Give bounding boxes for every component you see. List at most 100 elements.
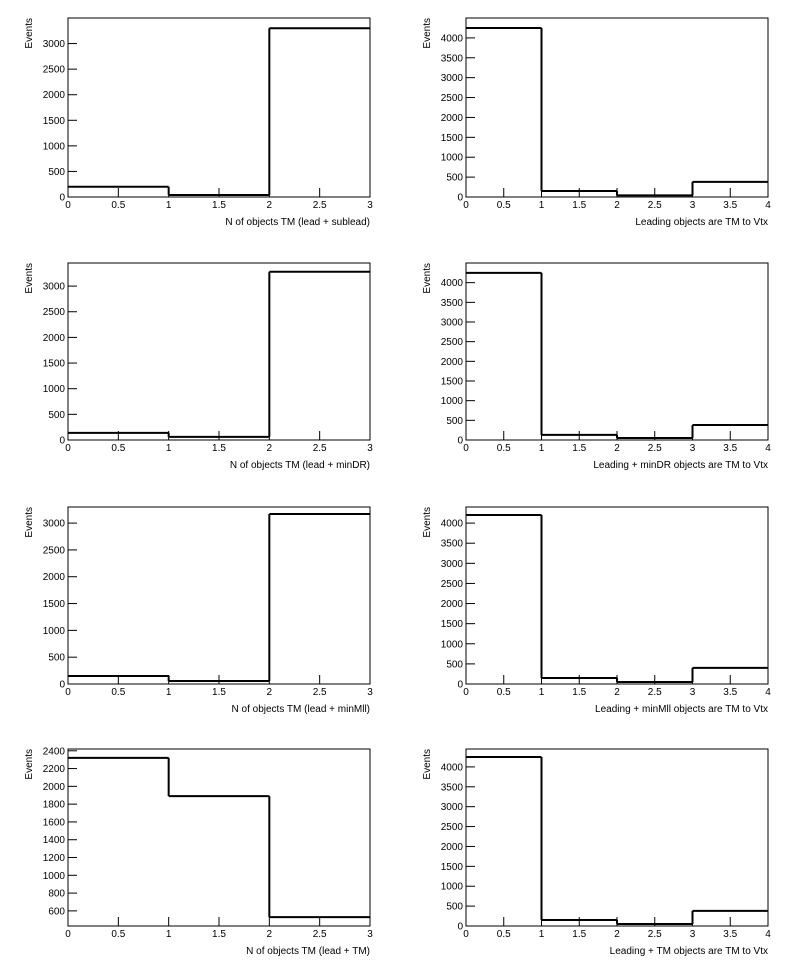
- x-tick-label: 0: [65, 443, 71, 454]
- y-tick-label: 3500: [441, 298, 464, 309]
- y-tick-label: 2000: [43, 782, 66, 793]
- x-tick-label: 0.5: [497, 200, 511, 211]
- x-tick-label: 0: [463, 443, 469, 454]
- x-tick-label: 2: [267, 929, 273, 940]
- histogram-panel: 0 0.5 1 1.5 2 2.5 3 0 500 1000 1500 2000 2500 3000 N o…: [24, 17, 373, 228]
- frame: [67, 506, 371, 685]
- y-tick-label: 2500: [43, 65, 66, 76]
- plot-area: [466, 271, 768, 440]
- plot-area: [466, 514, 768, 683]
- histogram-panel: 0 0.5 1 1.5 2 2.5 3 0 500 1000 1500 2000 2500 3000 N o…: [24, 506, 373, 715]
- x-tick-label: 1: [166, 687, 172, 698]
- x-tick-label: 3: [690, 443, 696, 454]
- x-tick-label: 0.5: [497, 687, 511, 698]
- y-tick-label: 1200: [43, 853, 66, 864]
- y-tick-label: 4000: [441, 278, 464, 289]
- y-tick-label: 3000: [441, 73, 464, 84]
- y-tick-label: 2000: [43, 572, 66, 583]
- y-tick-label: 2500: [43, 545, 66, 556]
- y-tick-label: 2400: [43, 746, 66, 757]
- x-tick-label: 0.5: [111, 687, 125, 698]
- y-tick-label: 2500: [441, 337, 464, 348]
- y-tick-label: 500: [446, 902, 463, 913]
- x-tick-label: 4: [765, 200, 771, 211]
- x-tick-label: 1.5: [572, 200, 586, 211]
- x-tick-label: 2: [614, 443, 620, 454]
- y-tick-label: 500: [48, 653, 65, 664]
- x-tick-label: 3.5: [723, 929, 737, 940]
- y-tick-label: 3500: [441, 782, 464, 793]
- frame: [67, 262, 371, 441]
- y-tick-label: 4000: [441, 33, 464, 44]
- y-tick-label: 2500: [441, 579, 464, 590]
- x-tick-label: 2.5: [648, 929, 662, 940]
- x-tick-label: 0.5: [497, 443, 511, 454]
- y-tick-label: 1000: [441, 639, 464, 650]
- histogram-panel: 0 0.5 1 1.5 2 2.5 3 3.5 4 0 500 1000 1500 2000 2500 300…: [422, 262, 771, 471]
- x-tick-label: 1: [166, 200, 172, 211]
- x-tick-label: 1.5: [572, 929, 586, 940]
- y-tick-label: 3000: [43, 519, 66, 530]
- x-tick-label: 1.5: [572, 443, 586, 454]
- y-tick-label: 2500: [441, 822, 464, 833]
- x-tick-label: 2.5: [313, 200, 327, 211]
- y-tick-label: 1500: [441, 133, 464, 144]
- y-axis-label: Events: [422, 507, 433, 538]
- y-tick-label: 2500: [441, 93, 464, 104]
- frame: [67, 17, 371, 198]
- plot-area: [466, 755, 768, 926]
- x-tick-label: 0: [463, 929, 469, 940]
- x-tick-label: 3.5: [723, 443, 737, 454]
- y-tick-label: 1500: [441, 619, 464, 630]
- y-tick-label: 1500: [43, 599, 66, 610]
- x-tick-label: 0.5: [111, 200, 125, 211]
- y-tick-label: 1800: [43, 800, 66, 811]
- x-tick-label: 1: [166, 443, 172, 454]
- y-tick-label: 800: [48, 889, 65, 900]
- plot-area: [68, 270, 370, 438]
- y-tick-label: 3500: [441, 53, 464, 64]
- y-tick-label: 1400: [43, 835, 66, 846]
- y-tick-label: 1500: [43, 359, 66, 370]
- y-tick-label: 0: [457, 922, 463, 933]
- x-tick-label: 3: [690, 929, 696, 940]
- y-tick-label: 3000: [43, 39, 66, 50]
- x-tick-label: 3: [367, 443, 373, 454]
- y-tick-label: 3000: [43, 282, 66, 293]
- y-axis-label: Events: [422, 749, 433, 780]
- x-tick-label: 1: [539, 687, 545, 698]
- y-tick-label: 500: [48, 167, 65, 178]
- x-axis-label: Leading objects are TM to Vtx: [635, 217, 768, 228]
- x-tick-label: 2.5: [313, 687, 327, 698]
- histogram-panel: 0 0.5 1 1.5 2 2.5 3 600 800 1000 1200 1400 1600 1800 2…: [24, 746, 373, 957]
- x-tick-label: 2: [614, 929, 620, 940]
- y-tick-label: 500: [446, 173, 463, 184]
- y-tick-label: 2000: [441, 599, 464, 610]
- x-tick-label: 0: [463, 200, 469, 211]
- y-tick-label: 3500: [441, 539, 464, 550]
- y-tick-label: 1500: [441, 862, 464, 873]
- x-axis-label: Leading + minDR objects are TM to Vtx: [593, 460, 768, 471]
- x-tick-label: 1: [166, 929, 172, 940]
- x-tick-label: 2.5: [648, 687, 662, 698]
- y-tick-label: 500: [446, 659, 463, 670]
- x-tick-label: 2: [614, 200, 620, 211]
- y-tick-label: 0: [457, 436, 463, 447]
- frame: [67, 748, 371, 927]
- y-tick-label: 2200: [43, 764, 66, 775]
- x-tick-label: 0.5: [497, 929, 511, 940]
- x-tick-label: 1: [539, 929, 545, 940]
- y-axis-label: Events: [422, 263, 433, 294]
- x-tick-label: 1.5: [212, 687, 226, 698]
- y-tick-label: 0: [59, 680, 65, 691]
- y-tick-label: 2000: [441, 842, 464, 853]
- x-tick-label: 0.5: [111, 929, 125, 940]
- y-axis-label: Events: [24, 749, 35, 780]
- x-tick-label: 4: [765, 687, 771, 698]
- y-axis-label: Events: [24, 263, 35, 294]
- x-tick-label: 3: [367, 687, 373, 698]
- x-tick-label: 1: [539, 200, 545, 211]
- y-tick-label: 0: [59, 193, 65, 204]
- x-tick-label: 2.5: [648, 200, 662, 211]
